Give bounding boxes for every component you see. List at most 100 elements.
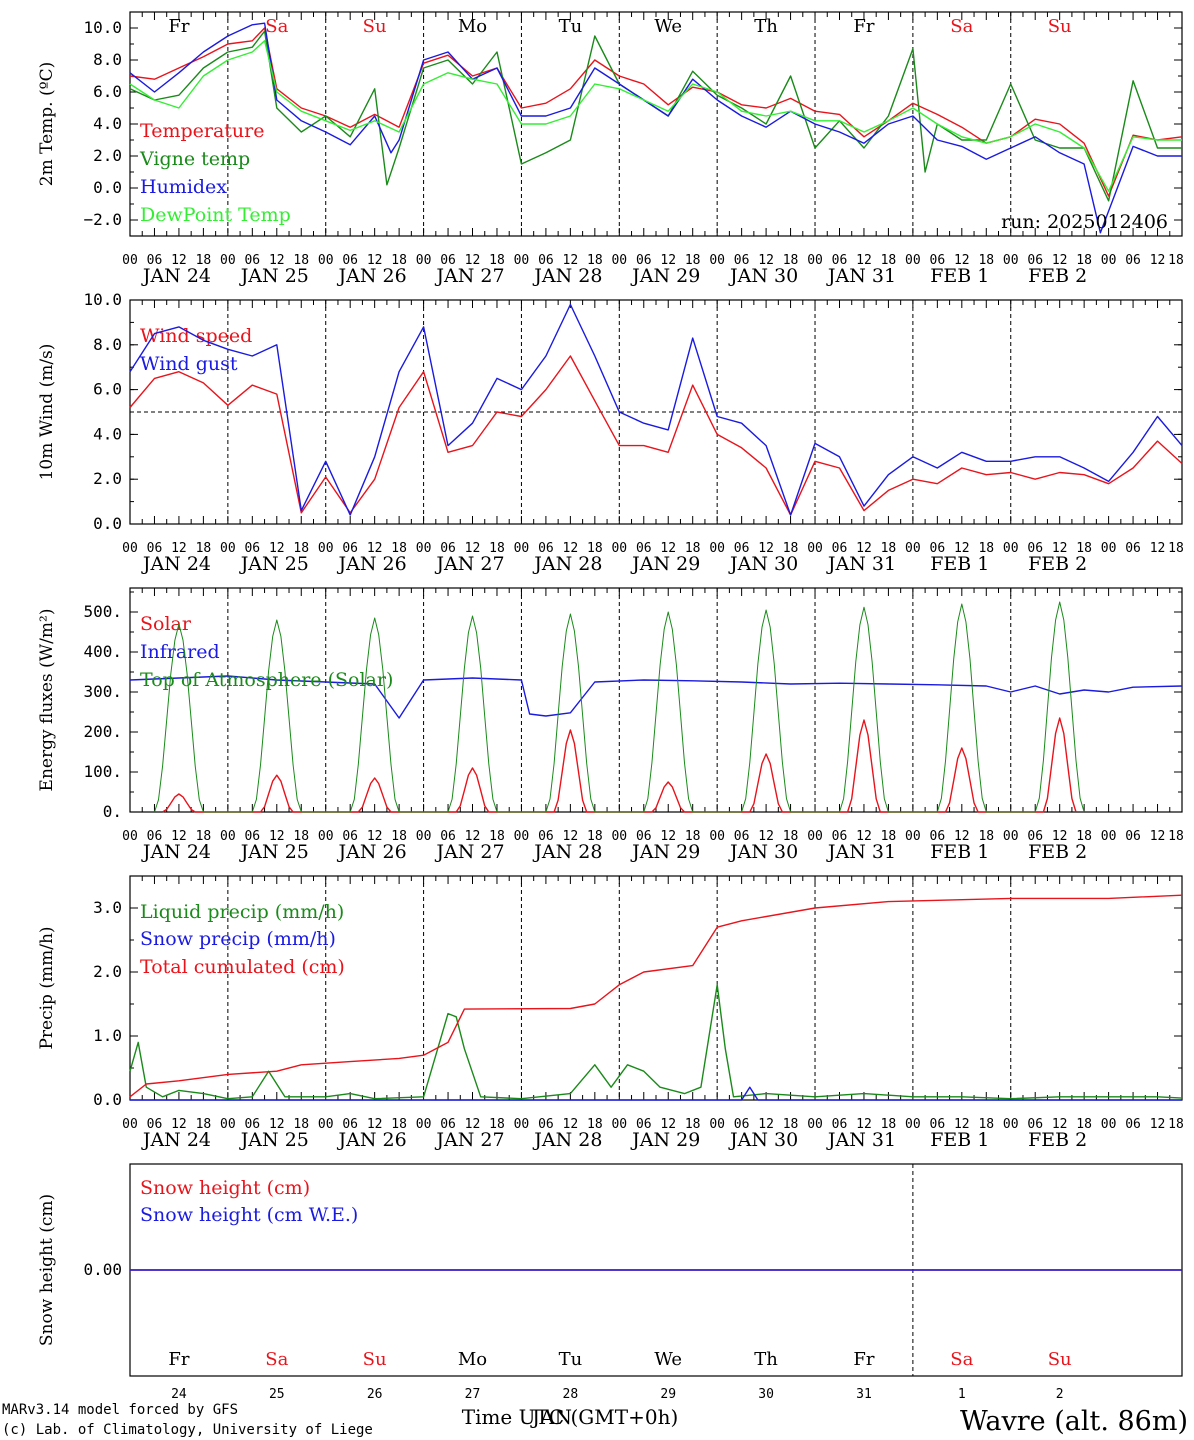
hour-tick-label: 00 xyxy=(220,829,236,844)
date-label: JAN 27 xyxy=(434,553,504,575)
date-label: JAN 31 xyxy=(826,1129,896,1151)
hour-tick-label: 06 xyxy=(1027,829,1043,844)
hour-tick-label: 00 xyxy=(220,1117,236,1132)
hour-tick-label: 18 xyxy=(783,541,799,556)
station-label: Wavre (alt. 86m) xyxy=(960,1406,1188,1437)
hour-tick-label: 00 xyxy=(514,541,530,556)
day-of-week-label: Sa xyxy=(950,16,973,37)
panel-frame-0 xyxy=(129,11,1183,237)
hour-tick-label: 00 xyxy=(807,829,823,844)
hour-tick-label: 12 xyxy=(856,253,872,268)
y-tick-label: 2.0 xyxy=(93,962,122,981)
day-number-label: 31 xyxy=(856,1387,872,1402)
hour-tick-label: 12 xyxy=(269,253,285,268)
hour-tick-label: 18 xyxy=(881,253,897,268)
date-label: JAN 25 xyxy=(239,1129,309,1151)
hour-tick-label: 00 xyxy=(905,541,921,556)
day-of-week-label: Fr xyxy=(168,16,189,37)
date-label: FEB 1 xyxy=(930,841,989,863)
hour-tick-label: 12 xyxy=(367,253,383,268)
hour-tick-label: 06 xyxy=(1125,1117,1141,1132)
y-axis-title: Energy fluxes (W/m²) xyxy=(37,609,57,792)
date-label: JAN 28 xyxy=(532,553,602,575)
hour-tick-label: 12 xyxy=(465,541,481,556)
hour-tick-label: 18 xyxy=(685,541,701,556)
date-label: FEB 1 xyxy=(930,553,989,575)
y-axis-title: 10m Wind (m/s) xyxy=(37,344,57,481)
hour-tick-label: 00 xyxy=(709,253,725,268)
series-line-1-0 xyxy=(129,355,1183,516)
hour-tick-label: 00 xyxy=(1003,253,1019,268)
y-tick-label: 0. xyxy=(103,802,122,821)
hour-tick-label: 18 xyxy=(293,1117,309,1132)
hour-tick-label: 06 xyxy=(342,829,358,844)
hour-tick-label: 12 xyxy=(367,541,383,556)
legend-entry: Snow height (cm W.E.) xyxy=(140,1204,358,1226)
date-label: FEB 2 xyxy=(1028,265,1087,287)
day-of-week-label: Su xyxy=(1048,1349,1072,1370)
hour-tick-label: 12 xyxy=(856,829,872,844)
hour-tick-label: 18 xyxy=(391,253,407,268)
day-number-label: 27 xyxy=(465,1387,481,1402)
hour-tick-label: 00 xyxy=(122,829,138,844)
hour-tick-label: 12 xyxy=(758,1117,774,1132)
series-line-0-1 xyxy=(129,30,1182,202)
legend-entry: Infrared xyxy=(140,641,220,663)
y-tick-label: 6.0 xyxy=(93,82,122,101)
series-line-0-3 xyxy=(129,40,1182,192)
hour-tick-label: 12 xyxy=(1052,1117,1068,1132)
date-label: JAN 26 xyxy=(337,841,407,863)
hour-tick-label: 18 xyxy=(1168,829,1184,844)
y-tick-label: 8.0 xyxy=(93,335,122,354)
hour-tick-label: 12 xyxy=(171,829,187,844)
hour-tick-label: 00 xyxy=(1101,829,1117,844)
hour-tick-label: 00 xyxy=(1003,829,1019,844)
hour-tick-label: 00 xyxy=(905,829,921,844)
hour-tick-label: 06 xyxy=(734,829,750,844)
date-label: JAN 27 xyxy=(434,265,504,287)
legend-entry: Liquid precip (mm/h) xyxy=(140,901,344,923)
date-label: JAN 31 xyxy=(826,265,896,287)
day-number-label: 29 xyxy=(660,1387,676,1402)
hour-tick-label: 18 xyxy=(196,829,212,844)
hour-tick-label: 12 xyxy=(1150,1117,1166,1132)
day-of-week-label: Su xyxy=(1048,16,1072,37)
hour-tick-label: 06 xyxy=(636,829,652,844)
hour-tick-label: 06 xyxy=(244,829,260,844)
hour-tick-label: 18 xyxy=(881,1117,897,1132)
hour-tick-label: 00 xyxy=(611,541,627,556)
hour-tick-label: 06 xyxy=(342,541,358,556)
date-label: JAN 24 xyxy=(141,265,211,287)
hour-tick-label: 12 xyxy=(269,541,285,556)
hour-tick-label: 18 xyxy=(881,829,897,844)
day-of-week-label: We xyxy=(654,1349,682,1370)
date-label: FEB 2 xyxy=(1028,553,1087,575)
series-line-0-2 xyxy=(129,22,1182,234)
hour-tick-label: 12 xyxy=(1052,829,1068,844)
legend-entry: Solar xyxy=(140,613,192,635)
series-line-1-1 xyxy=(129,303,1183,516)
hour-tick-label: 06 xyxy=(1125,829,1141,844)
hour-tick-label: 00 xyxy=(807,1117,823,1132)
day-of-week-label: Fr xyxy=(853,16,874,37)
hour-tick-label: 18 xyxy=(881,541,897,556)
hour-tick-label: 00 xyxy=(514,829,530,844)
legend-entry: Snow height (cm) xyxy=(140,1177,310,1199)
hour-tick-label: 06 xyxy=(832,1117,848,1132)
day-of-week-label: Sa xyxy=(265,16,288,37)
hour-tick-label: 12 xyxy=(660,829,676,844)
date-label: JAN 29 xyxy=(630,553,700,575)
date-label: JAN 27 xyxy=(434,1129,504,1151)
hour-tick-label: 00 xyxy=(1101,1117,1117,1132)
date-label: JAN 25 xyxy=(239,265,309,287)
day-of-week-label: Fr xyxy=(168,1349,189,1370)
hour-tick-label: 00 xyxy=(514,1117,530,1132)
hour-tick-label: 06 xyxy=(244,1117,260,1132)
day-of-week-label: Mo xyxy=(458,1349,487,1370)
date-label: JAN 27 xyxy=(434,841,504,863)
hour-tick-label: 12 xyxy=(1150,829,1166,844)
hour-tick-label: 12 xyxy=(171,541,187,556)
hour-tick-label: 06 xyxy=(538,541,554,556)
x-axis-title: Time UTC (GMT+0h) xyxy=(462,1405,679,1429)
hour-tick-label: 00 xyxy=(611,1117,627,1132)
